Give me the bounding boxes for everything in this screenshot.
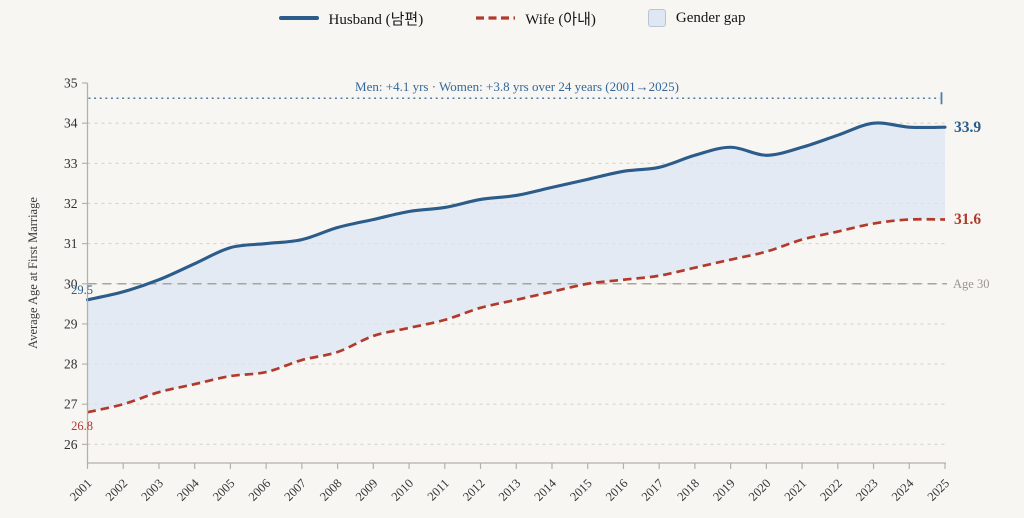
y-tick-label: 33 xyxy=(64,156,78,171)
y-tick-label: 34 xyxy=(64,116,78,131)
husband-line xyxy=(85,121,947,302)
y-tick-label: 30 xyxy=(64,276,78,291)
husband-end-label: 33.9 xyxy=(954,119,981,136)
wife-end-label: 31.6 xyxy=(954,211,981,228)
x-tick-label: 2006 xyxy=(246,476,274,504)
x-tick-label: 2012 xyxy=(460,476,488,504)
y-tick-label: 32 xyxy=(64,196,78,211)
trend-annotation: Men: +4.1 yrs · Women: +3.8 yrs over 24 … xyxy=(355,79,679,94)
x-tick-label: 2001 xyxy=(67,476,95,504)
y-axis-title: Average Age at First Marriage xyxy=(26,197,40,349)
x-tick-label: 2011 xyxy=(425,476,452,503)
legend-label-husband: Husband (남편) xyxy=(328,11,424,28)
x-tick-label: 2020 xyxy=(746,476,774,504)
husband-line-swatch-icon xyxy=(278,16,319,20)
x-tick-label: 2015 xyxy=(567,476,595,504)
x-tick-label: 2003 xyxy=(139,476,167,504)
y-tick-label: 28 xyxy=(64,357,78,372)
age-30-label: Age 30 xyxy=(953,277,989,291)
x-tick-label: 2002 xyxy=(103,476,131,504)
x-tick-label: 2008 xyxy=(317,476,345,504)
wife-start-label: 26.8 xyxy=(71,419,93,433)
y-tick-label: 31 xyxy=(64,236,78,251)
x-tick-label: 2010 xyxy=(389,476,417,504)
legend-label-wife: Wife (아내) xyxy=(525,11,596,28)
y-tick-label: 29 xyxy=(64,316,78,331)
gender-gap-swatch-icon xyxy=(647,9,666,27)
x-tick-label: 2007 xyxy=(281,476,309,504)
x-tick-label: 2004 xyxy=(174,476,202,504)
x-tick-label: 2005 xyxy=(210,476,238,504)
x-tick-label: 2017 xyxy=(639,476,667,504)
y-axis-tick-labels: 26 27 28 29 30 31 32 33 34 35 xyxy=(64,76,78,452)
legend-item-gap: Gender gap xyxy=(647,9,746,27)
x-tick-label: 2013 xyxy=(496,476,524,504)
x-tick-label: 2018 xyxy=(674,476,702,504)
wife-line xyxy=(87,217,946,414)
x-tick-label: 2023 xyxy=(853,476,881,504)
x-tick-label: 2022 xyxy=(817,476,845,504)
x-tick-label: 2019 xyxy=(710,476,738,504)
y-tick-label: 27 xyxy=(64,397,78,412)
x-tick-label: 2009 xyxy=(353,476,381,504)
gender-gap-area xyxy=(87,122,945,413)
legend-item-wife: Wife (아내) xyxy=(475,8,596,29)
x-tick-label: 2025 xyxy=(925,476,953,504)
legend-label-gap: Gender gap xyxy=(675,9,746,26)
legend-item-husband: Husband (남편) xyxy=(278,8,424,29)
x-tick-label: 2014 xyxy=(532,476,560,504)
x-tick-label: 2024 xyxy=(889,476,917,504)
chart-legend: Husband (남편) Wife (아내) Gender gap xyxy=(0,5,1024,31)
wife-dashed-swatch-icon xyxy=(476,16,516,20)
husband-start-label: 29.5 xyxy=(71,283,93,297)
axes xyxy=(82,82,946,469)
y-tick-label: 26 xyxy=(64,437,78,452)
x-axis-tick-labels: 2001 2002 2003 2004 2005 2006 2007 2008 2009 2010… xyxy=(67,476,952,504)
y-tick-label: 35 xyxy=(64,76,78,91)
x-tick-label: 2016 xyxy=(603,476,631,504)
x-tick-label: 2021 xyxy=(782,476,810,504)
